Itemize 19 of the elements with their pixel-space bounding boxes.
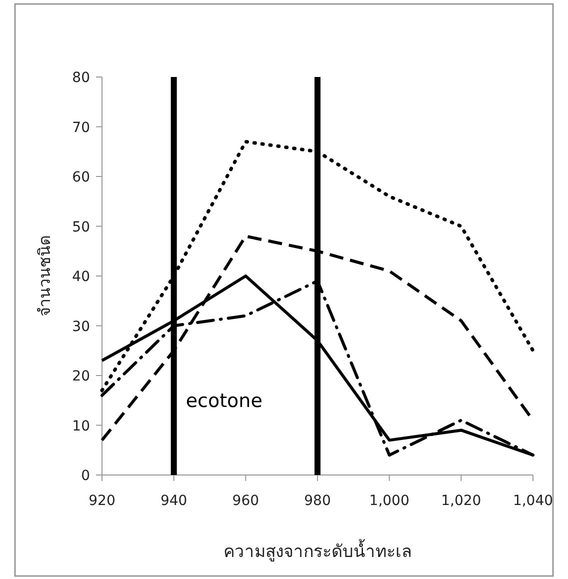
- y-tick-label: 60: [72, 170, 90, 186]
- x-tick-label: 920: [88, 493, 116, 509]
- x-tick-label: 1,040: [512, 493, 554, 509]
- x-tick-label: 980: [304, 493, 331, 509]
- y-tick-label: 0: [81, 468, 90, 484]
- annotation: ecotone: [186, 390, 262, 412]
- y-tick-label: 80: [72, 70, 90, 86]
- x-axis-title: ความสูงจากระดับน้ำทะเล: [224, 539, 412, 562]
- x-tick-label: 1,000: [369, 493, 410, 509]
- y-tick-label: 40: [72, 269, 90, 285]
- y-tick-label: 70: [72, 120, 90, 136]
- x-tick-label: 940: [160, 493, 188, 509]
- y-tick-label: 50: [72, 219, 90, 236]
- y-tick-label: 10: [72, 418, 90, 434]
- y-tick-label: 20: [72, 368, 90, 384]
- x-tick-label: 1,020: [441, 493, 482, 509]
- y-axis-title: จำนวนชนิด: [35, 236, 54, 316]
- x-tick-label: 960: [232, 493, 260, 509]
- y-tick-label: 30: [72, 318, 90, 335]
